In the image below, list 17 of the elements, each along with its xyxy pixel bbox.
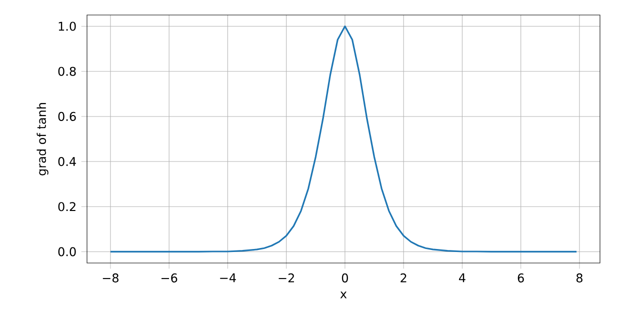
- y-tick-label: 0.2: [58, 202, 76, 212]
- y-tick-label: 0.6: [58, 112, 76, 121]
- x-tick-label: 8: [576, 273, 582, 282]
- x-tick-label: −4: [220, 273, 236, 282]
- x-tick-label: 6: [518, 273, 524, 282]
- x-axis-title: x: [340, 292, 347, 298]
- x-tick-label: 4: [458, 273, 466, 282]
- y-tick-label: 0.8: [58, 66, 76, 76]
- x-tick-label: 2: [400, 273, 406, 282]
- x-tick-label: −8: [102, 273, 118, 282]
- y-tick-label: 0.4: [58, 157, 76, 166]
- y-tick-label: 1.0: [58, 22, 76, 31]
- x-tick-label: −2: [278, 273, 294, 282]
- x-tick-label: −6: [162, 273, 178, 282]
- x-tick-label: 0: [342, 273, 348, 282]
- y-axis-title: grad of tanh: [36, 103, 48, 176]
- y-tick-label: 0.0: [58, 247, 76, 256]
